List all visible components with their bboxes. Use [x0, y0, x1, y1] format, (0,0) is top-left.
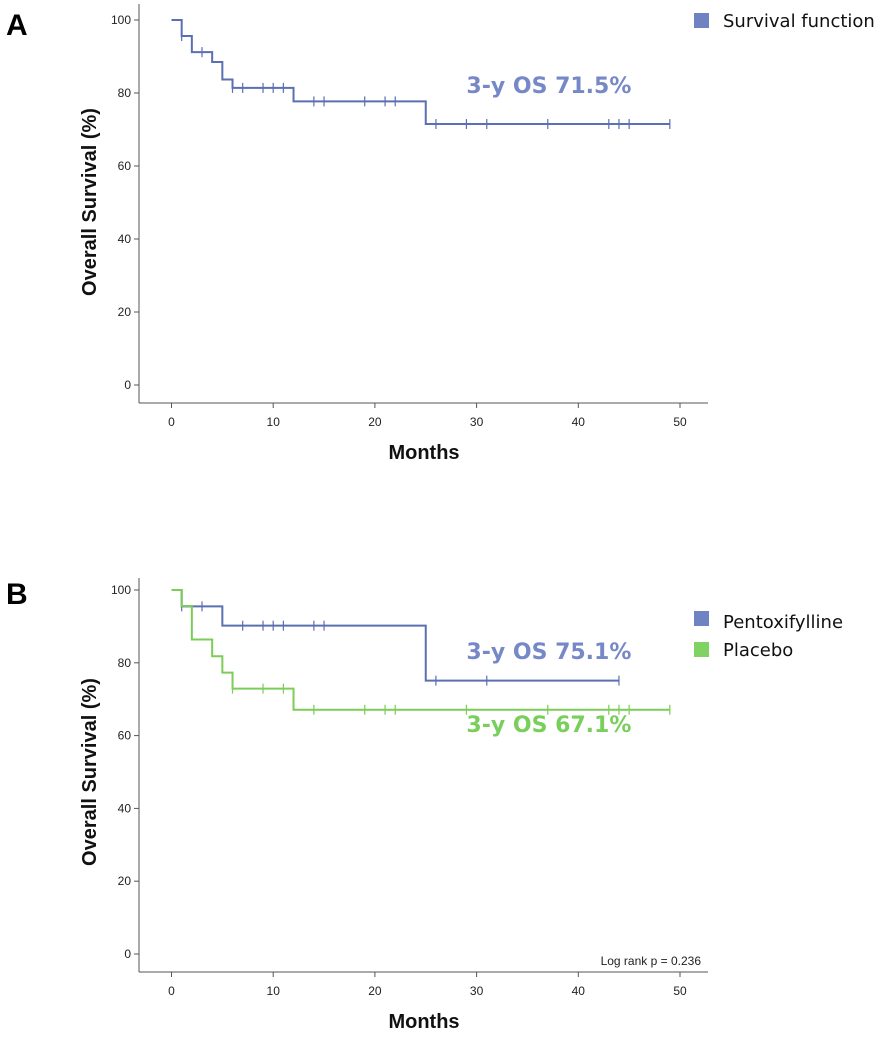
x-tick-label: 40 — [572, 984, 586, 998]
os-annotation-survival-function: 3-y OS 71.5% — [466, 74, 631, 99]
legend-label-pentoxifylline: Pentoxifylline — [723, 612, 843, 633]
x-tick-label: 0 — [168, 984, 175, 998]
x-tick-label: 50 — [673, 984, 687, 998]
panel-b-label: B — [6, 578, 28, 611]
x-tick-label: 30 — [470, 984, 484, 998]
y-tick-label: 0 — [124, 378, 131, 392]
x-tick-label: 50 — [673, 415, 687, 429]
x-tick-label: 20 — [368, 984, 382, 998]
panel-b-legend: Pentoxifylline Placebo — [694, 611, 843, 661]
y-tick-label: 40 — [118, 801, 132, 815]
y-tick-label: 100 — [111, 583, 131, 597]
y-tick-label: 20 — [118, 305, 132, 319]
y-tick-label: 100 — [111, 13, 131, 27]
os-annotation-pentoxifylline: 3-y OS 75.1% — [466, 640, 631, 665]
x-tick-label: 10 — [267, 984, 281, 998]
x-tick-label: 10 — [267, 415, 281, 429]
x-tick-label: 30 — [470, 415, 484, 429]
panel-a-x-axis-title: Months — [388, 442, 459, 464]
panel-b: B 0 20 40 60 80 100 0 10 20 30 40 50 Overall Survi… — [6, 578, 843, 1033]
log-rank-note: Log rank p = 0.236 — [601, 954, 702, 968]
y-tick-label: 60 — [118, 729, 132, 743]
panel-b-x-axis-title: Months — [388, 1011, 459, 1033]
y-tick-label: 20 — [118, 874, 132, 888]
panel-a-label: A — [6, 9, 28, 42]
y-tick-label: 40 — [118, 232, 132, 246]
x-tick-label: 40 — [572, 415, 586, 429]
panel-b-x-ticks: 0 10 20 30 40 50 — [168, 972, 687, 998]
panel-a-x-ticks: 0 10 20 30 40 50 — [168, 403, 687, 429]
panel-b-y-ticks: 0 20 40 60 80 100 — [111, 583, 139, 961]
y-tick-label: 0 — [124, 947, 131, 961]
survival-curve-pentoxifylline — [171, 589, 619, 682]
panel-a-legend: Survival function — [694, 11, 875, 32]
panel-a: A 0 20 40 60 80 100 0 10 20 30 40 50 Overall Survi… — [6, 4, 875, 464]
y-tick-label: 80 — [118, 86, 132, 100]
panel-a-y-axis-title: Overall Survival (%) — [79, 108, 101, 296]
legend-swatch-pentoxifylline — [694, 611, 709, 626]
panel-a-series: 3-y OS 71.5% — [171, 19, 671, 130]
os-annotation-placebo: 3-y OS 67.1% — [466, 713, 631, 738]
survival-curve-survival-function — [171, 19, 670, 126]
legend-swatch-placebo — [694, 642, 709, 657]
y-tick-label: 80 — [118, 656, 132, 670]
legend-label-survival-function: Survival function — [723, 11, 875, 32]
y-tick-label: 60 — [118, 159, 132, 173]
x-tick-label: 0 — [168, 415, 175, 429]
panel-b-series: 3-y OS 75.1% 3-y OS 67.1% — [171, 589, 671, 738]
panel-a-y-ticks: 0 20 40 60 80 100 — [111, 13, 139, 392]
legend-label-placebo: Placebo — [723, 640, 793, 661]
legend-swatch-survival-function — [694, 13, 709, 28]
x-tick-label: 20 — [368, 415, 382, 429]
panel-b-y-axis-title: Overall Survival (%) — [79, 678, 101, 866]
